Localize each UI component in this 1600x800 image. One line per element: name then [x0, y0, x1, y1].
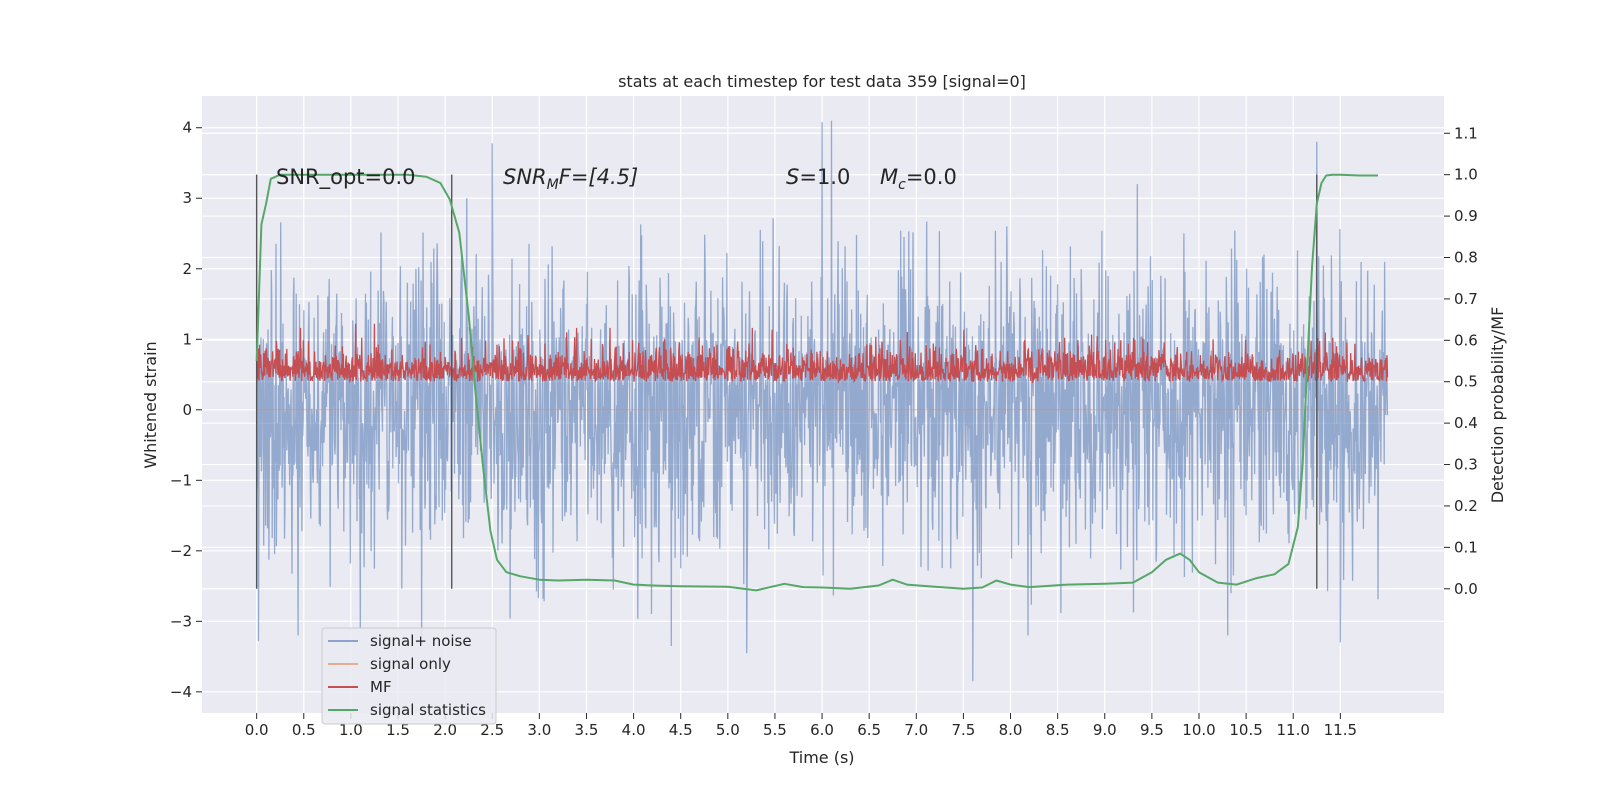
x-tick-label-22: 11.0 [1277, 721, 1310, 739]
x-tick-label-7: 3.5 [575, 721, 599, 739]
x-tick-label-9: 4.5 [669, 721, 693, 739]
x-tick-label-0: 0.0 [245, 721, 269, 739]
x-tick-label-21: 10.5 [1229, 721, 1262, 739]
chart-title: stats at each timestep for test data 359… [618, 72, 1026, 91]
y-tick-label-3: 1 [182, 330, 192, 348]
y2-tick-label-8: 0.3 [1454, 456, 1478, 474]
y2-tick-label-5: 0.6 [1454, 331, 1478, 349]
x-tick-label-13: 6.5 [857, 721, 881, 739]
x-tick-label-14: 7.0 [904, 721, 928, 739]
line-signal-statistics [255, 173, 1378, 592]
y2-tick-label-4: 0.7 [1454, 290, 1478, 308]
y2-tick-label-2: 0.9 [1454, 207, 1478, 225]
detection-markers [255, 174, 1318, 589]
x-tick-label-8: 4.0 [622, 721, 646, 739]
x-tick-label-11: 5.5 [763, 721, 787, 739]
x-tick-label-23: 11.5 [1324, 721, 1357, 739]
x-tick-label-19: 9.5 [1140, 721, 1164, 739]
y2-tick-label-0: 1.1 [1454, 124, 1478, 142]
annotation-snr-opt: SNR_opt=0.0 [276, 165, 416, 190]
legend-label-signal-only: signal only [370, 655, 451, 673]
legend-label-noise: signal+ noise [370, 632, 472, 650]
annotation-snr-mf: SNRMF=[4.5] [503, 165, 638, 193]
y-tick-label-1: 3 [182, 189, 192, 207]
series-signal-noise [256, 120, 1389, 682]
y-tick-label-6: −2 [170, 542, 192, 560]
x-tick-label-5: 2.5 [480, 721, 504, 739]
line-mf [256, 323, 1389, 384]
x-tick-label-10: 5.0 [716, 721, 740, 739]
annotation-s: S=1.0 [786, 165, 850, 189]
y-tick-label-0: 4 [182, 119, 192, 137]
y2-axis-label: Detection probability/MF [1488, 307, 1507, 504]
y2-tick-label-11: 0.0 [1454, 580, 1478, 598]
y2-tick-label-6: 0.5 [1454, 373, 1478, 391]
legend-frame [321, 627, 497, 725]
x-tick-label-4: 2.0 [433, 721, 457, 739]
x-tick-label-6: 3.0 [527, 721, 551, 739]
legend: signal+ noise signal only MF signal stat… [321, 627, 497, 725]
y2-tick-label-7: 0.4 [1454, 414, 1478, 432]
x-tick-label-18: 9.0 [1093, 721, 1117, 739]
x-tick-label-1: 0.5 [292, 721, 316, 739]
series-signal-statistics [255, 173, 1378, 592]
series-mf [256, 323, 1389, 384]
x-tick-label-3: 1.5 [386, 721, 410, 739]
y-tick-label-8: −4 [170, 683, 192, 701]
y-tick-label-5: −1 [170, 471, 192, 489]
y-tick-label-4: 0 [182, 401, 192, 419]
y2-axis-ticks: 1.1 1.0 0.9 0.8 0.7 0.6 0.5 0.4 0.3 0.2 0.1 0.0 [1444, 124, 1478, 598]
x-axis-ticks: 0.0 0.5 1.0 1.5 2.0 2.5 3.0 3.5 4.0 4.5 5.0 5.5 6.0 6… [245, 713, 1357, 739]
y2-tick-label-3: 0.8 [1454, 248, 1478, 266]
legend-label-mf: MF [370, 678, 392, 696]
x-tick-label-16: 8.0 [999, 721, 1023, 739]
line-signal-noise [256, 120, 1389, 682]
y-axis-ticks: 4 3 2 1 0 −1 −2 −3 −4 [170, 119, 202, 701]
legend-label-statistics: signal statistics [370, 701, 486, 719]
x-tick-label-17: 8.5 [1046, 721, 1070, 739]
x-axis-label: Time (s) [788, 748, 854, 767]
y-tick-label-7: −3 [170, 612, 192, 630]
y-axis-label: Whitened strain [141, 341, 160, 468]
x-tick-label-15: 7.5 [951, 721, 975, 739]
annotation-mc: Mc=0.0 [880, 165, 957, 193]
y2-tick-label-10: 0.1 [1454, 538, 1478, 556]
y2-tick-label-1: 1.0 [1454, 166, 1478, 184]
y2-tick-label-9: 0.2 [1454, 497, 1478, 515]
y-tick-label-2: 2 [182, 260, 192, 278]
x-tick-label-12: 6.0 [810, 721, 834, 739]
x-tick-label-2: 1.0 [339, 721, 363, 739]
x-tick-label-20: 10.0 [1182, 721, 1215, 739]
